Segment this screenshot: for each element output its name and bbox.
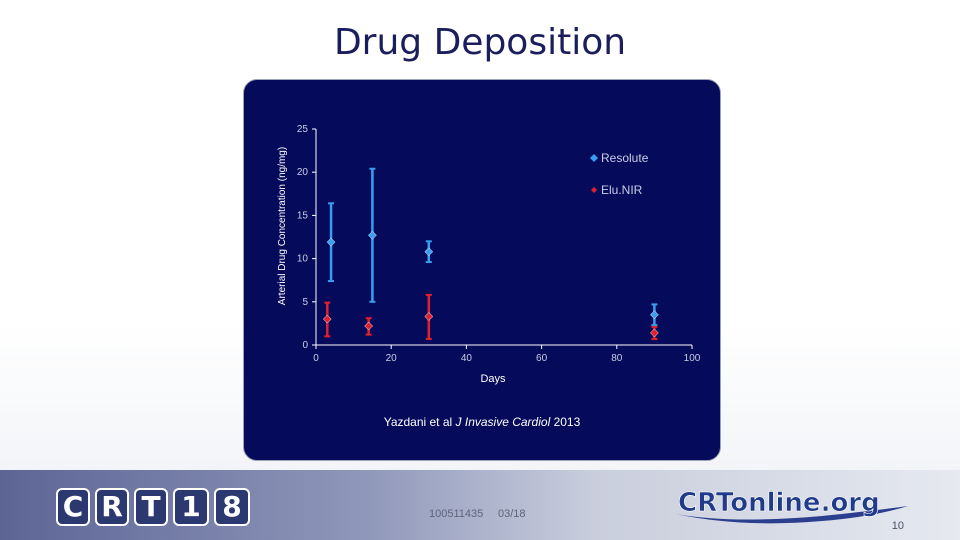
elunir-data-point [364,321,373,331]
resolute-data-point [326,237,336,247]
y-tick-label: 10 [297,254,309,265]
elunir-data-point [322,314,332,324]
elunir-legend-marker [591,187,597,193]
drug-deposition-chart: 0 5 10 15 20 25 0 20 40 60 80 100 Days Arterial Drug … [277,124,701,385]
elunir-legend-label: Elu.NIR [601,183,643,197]
resolute-legend-marker [590,154,598,162]
crt18-logo: C R T 1 8 [56,488,250,526]
crt-logo-letter-t: T [134,488,168,526]
crt-logo-digit-8: 8 [214,488,250,526]
resolute-legend-label: Resolute [601,151,649,165]
resolute-data-point [368,230,377,240]
crtonline-swoosh [676,506,908,524]
citation-year: 2013 [550,415,581,429]
crt-logo-digit-1: 1 [173,488,209,526]
y-tick-label: 20 [297,167,309,178]
resolute-data-point [424,247,434,257]
y-tick-label: 5 [302,297,308,308]
crt-logo-letter-r: R [95,488,129,526]
citation-authors: Yazdani et al [383,415,456,429]
y-tick-label: 0 [302,340,308,351]
x-tick-label: 80 [611,353,623,364]
citation: Yazdani et al J Invasive Cardiol 2013 [244,415,720,429]
x-tick-label: 60 [536,353,548,364]
x-tick-label: 20 [386,353,398,364]
slide-title: Drug Deposition [333,22,627,63]
footer-date: 03/18 [498,508,526,520]
y-tick-label: 15 [297,210,309,221]
footer-code: 100511435 [429,508,484,520]
x-axis-label: Days [480,373,506,385]
x-tick-label: 40 [461,353,473,364]
resolute-data-point [650,310,659,320]
y-tick-label: 25 [297,124,309,135]
crtonline-logo-text: CRTonline.org [678,488,880,518]
crt-logo-letter-c: C [56,488,90,526]
chart-panel: 0 5 10 15 20 25 0 20 40 60 80 100 Days Arterial Drug … [243,79,721,461]
crtonline-logo: CRTonline.org [676,488,908,524]
elunir-data-point [424,312,434,321]
page-number: 10 [891,520,904,532]
y-axis-label: Arterial Drug Concentration (ng/mg) [277,147,288,305]
x-tick-label: 100 [684,353,701,364]
elunir-data-point [650,328,659,338]
citation-journal: J Invasive Cardiol [455,415,551,429]
x-tick-label: 0 [313,353,319,364]
